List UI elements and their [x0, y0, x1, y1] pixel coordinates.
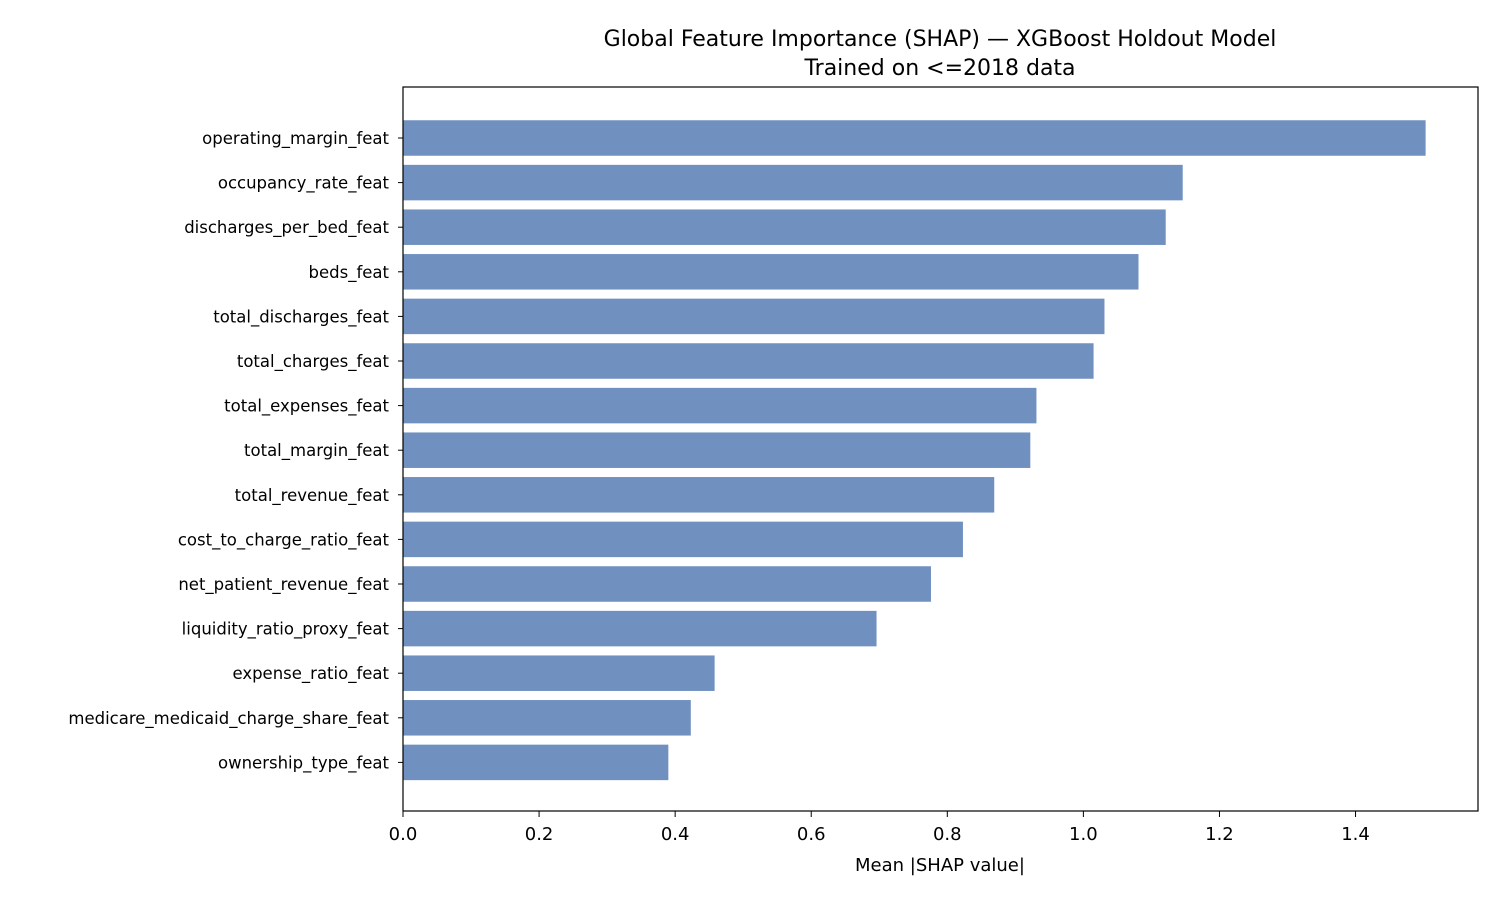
y-tick-label: expense_ratio_feat	[232, 664, 389, 684]
y-tick-label: total_discharges_feat	[213, 307, 389, 327]
y-tick-label: beds_feat	[309, 263, 390, 283]
x-tick-label: 0.6	[797, 824, 826, 845]
y-tick-label: net_patient_revenue_feat	[178, 575, 389, 595]
chart-title: Global Feature Importance (SHAP) — XGBoo…	[604, 27, 1277, 52]
x-tick-label: 1.4	[1341, 824, 1370, 845]
bar-total_margin_feat	[403, 432, 1031, 468]
bar-cost_to_charge_ratio_feat	[403, 521, 963, 558]
bar-beds_feat	[403, 254, 1139, 290]
bar-total_revenue_feat	[403, 477, 995, 513]
x-tick-label: 0.2	[525, 824, 554, 845]
bar-occupancy_rate_feat	[403, 164, 1183, 201]
bar-discharges_per_bed_feat	[403, 209, 1166, 245]
y-tick-label: liquidity_ratio_proxy_feat	[182, 620, 390, 640]
bar-ownership_type_feat	[403, 744, 669, 781]
y-tick-label: total_charges_feat	[237, 352, 390, 372]
y-tick-label: discharges_per_bed_feat	[184, 218, 389, 238]
plot-frame	[402, 86, 1479, 812]
bar-total_expenses_feat	[403, 387, 1037, 424]
y-tick-label: cost_to_charge_ratio_feat	[178, 530, 390, 550]
x-tick-label: 1.0	[1069, 824, 1098, 845]
x-tick-label: 0.4	[661, 824, 690, 845]
y-tick-label: occupancy_rate_feat	[218, 174, 390, 194]
y-tick-label: total_revenue_feat	[235, 486, 390, 506]
x-tick-label: 1.2	[1205, 824, 1234, 845]
bar-net_patient_revenue_feat	[403, 566, 931, 602]
y-tick-label: medicare_medicaid_charge_share_feat	[68, 709, 389, 729]
y-axis: operating_margin_feat occupancy_rate_feat…	[68, 129, 403, 773]
y-tick-label: operating_margin_feat	[202, 129, 389, 149]
chart-subtitle: Trained on <=2018 data	[803, 56, 1075, 81]
x-axis-label: Mean |SHAP value|	[855, 855, 1025, 876]
bar-medicare_medicaid_charge_share_feat	[403, 700, 691, 736]
bar-total_charges_feat	[403, 343, 1094, 379]
bars-group	[403, 120, 1426, 781]
x-tick-label: 0.8	[933, 824, 962, 845]
y-tick-label: ownership_type_feat	[218, 753, 390, 773]
bar-total_discharges_feat	[403, 298, 1105, 335]
x-axis: 0.0 0.2 0.4 0.6 0.8 1.0 1.2 1.4	[389, 811, 1370, 845]
bar-expense_ratio_feat	[403, 655, 715, 691]
x-tick-label: 0.0	[389, 824, 418, 845]
bar-liquidity_ratio_proxy_feat	[403, 610, 877, 647]
y-tick-label: total_margin_feat	[244, 441, 389, 461]
y-tick-label: total_expenses_feat	[224, 397, 389, 417]
bar-operating_margin_feat	[403, 120, 1426, 156]
